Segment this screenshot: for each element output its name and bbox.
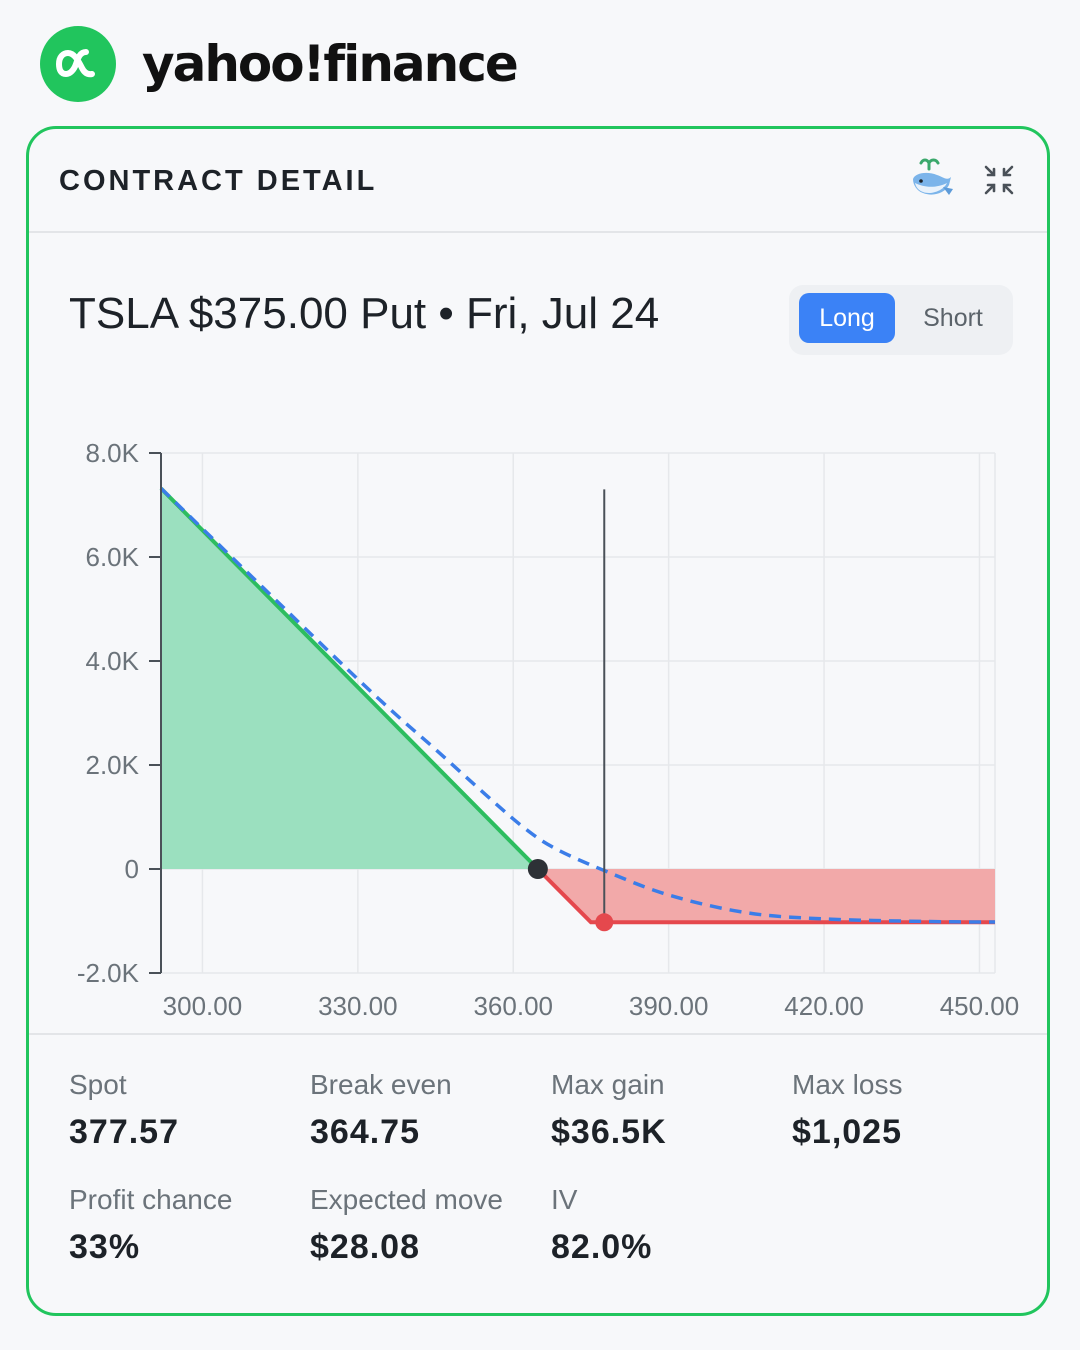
- stat-value: $1,025: [792, 1113, 902, 1151]
- x-tick-label: 300.00: [163, 991, 243, 1021]
- x-tick-label: 390.00: [629, 991, 709, 1021]
- long-toggle-button[interactable]: Long: [799, 293, 895, 343]
- card-header: CONTRACT DETAIL: [29, 129, 1047, 233]
- y-tick-label: 2.0K: [86, 750, 140, 780]
- brand-name: yahoo!finance: [142, 35, 519, 93]
- expected-value-curve: [159, 487, 996, 924]
- stat-value: $36.5K: [551, 1113, 667, 1151]
- x-tick-label: 330.00: [318, 991, 398, 1021]
- stat-break-even: Break even 364.75: [310, 1069, 452, 1152]
- break-even-marker: [527, 859, 548, 879]
- short-toggle-button[interactable]: Short: [923, 304, 983, 332]
- stat-profit-chance: Profit chance 33%: [69, 1184, 232, 1267]
- chart-fills: [161, 488, 995, 923]
- y-tick-label: 4.0K: [86, 646, 140, 676]
- alpha-logo-icon: [40, 26, 116, 102]
- chart-lines: [159, 486, 996, 925]
- stat-label: Expected move: [310, 1184, 503, 1215]
- spot-marker: [595, 913, 614, 932]
- chart-axes: 8.0K 6.0K 4.0K 2.0K 0 -2.0K 300.00 330.00 360.00…: [77, 438, 1019, 1021]
- stat-value: 377.57: [69, 1113, 179, 1151]
- stat-value: 364.75: [310, 1113, 420, 1151]
- payoff-line-loss: [536, 867, 995, 925]
- stat-iv: IV 82.0%: [551, 1184, 652, 1267]
- stats-divider: [29, 1033, 1047, 1035]
- whale-icon[interactable]: [909, 157, 955, 203]
- brand-header: yahoo!finance: [40, 26, 519, 102]
- stat-label: Max gain: [551, 1069, 665, 1100]
- y-tick-label: 0: [125, 854, 139, 884]
- stat-value: 82.0%: [551, 1228, 653, 1266]
- chart-markers: [527, 489, 614, 932]
- stat-label: Break even: [310, 1069, 452, 1100]
- x-tick-label: 420.00: [784, 991, 864, 1021]
- card-title: CONTRACT DETAIL: [59, 165, 378, 197]
- position-toggle: Long Short: [789, 285, 1013, 355]
- stat-spot: Spot 377.57: [69, 1069, 179, 1152]
- collapse-icon[interactable]: [982, 163, 1016, 197]
- stat-label: IV: [551, 1184, 578, 1215]
- y-tick-label: -2.0K: [77, 958, 140, 988]
- contract-detail-card: CONTRACT DETAIL TSLA $375.00 Put • Fri, …: [26, 126, 1050, 1316]
- y-tick-label: 6.0K: [86, 542, 140, 572]
- stat-value: $28.08: [310, 1228, 420, 1266]
- stat-max-gain: Max gain $36.5K: [551, 1069, 667, 1152]
- loss-area: [537, 869, 995, 923]
- stat-value: 33%: [69, 1228, 141, 1266]
- x-tick-label: 450.00: [940, 991, 1020, 1021]
- stat-label: Profit chance: [69, 1184, 233, 1215]
- stat-label: Max loss: [792, 1069, 903, 1100]
- stat-expected-move: Expected move $28.08: [310, 1184, 503, 1267]
- y-tick-label: 8.0K: [86, 438, 140, 468]
- stat-label: Spot: [69, 1069, 127, 1100]
- contract-title: TSLA $375.00 Put • Fri, Jul 24: [69, 289, 660, 338]
- stat-max-loss: Max loss $1,025: [792, 1069, 902, 1152]
- payoff-chart: 8.0K 6.0K 4.0K 2.0K 0 -2.0K 300.00 330.00 360.00…: [77, 438, 1019, 1021]
- x-tick-label: 360.00: [473, 991, 553, 1021]
